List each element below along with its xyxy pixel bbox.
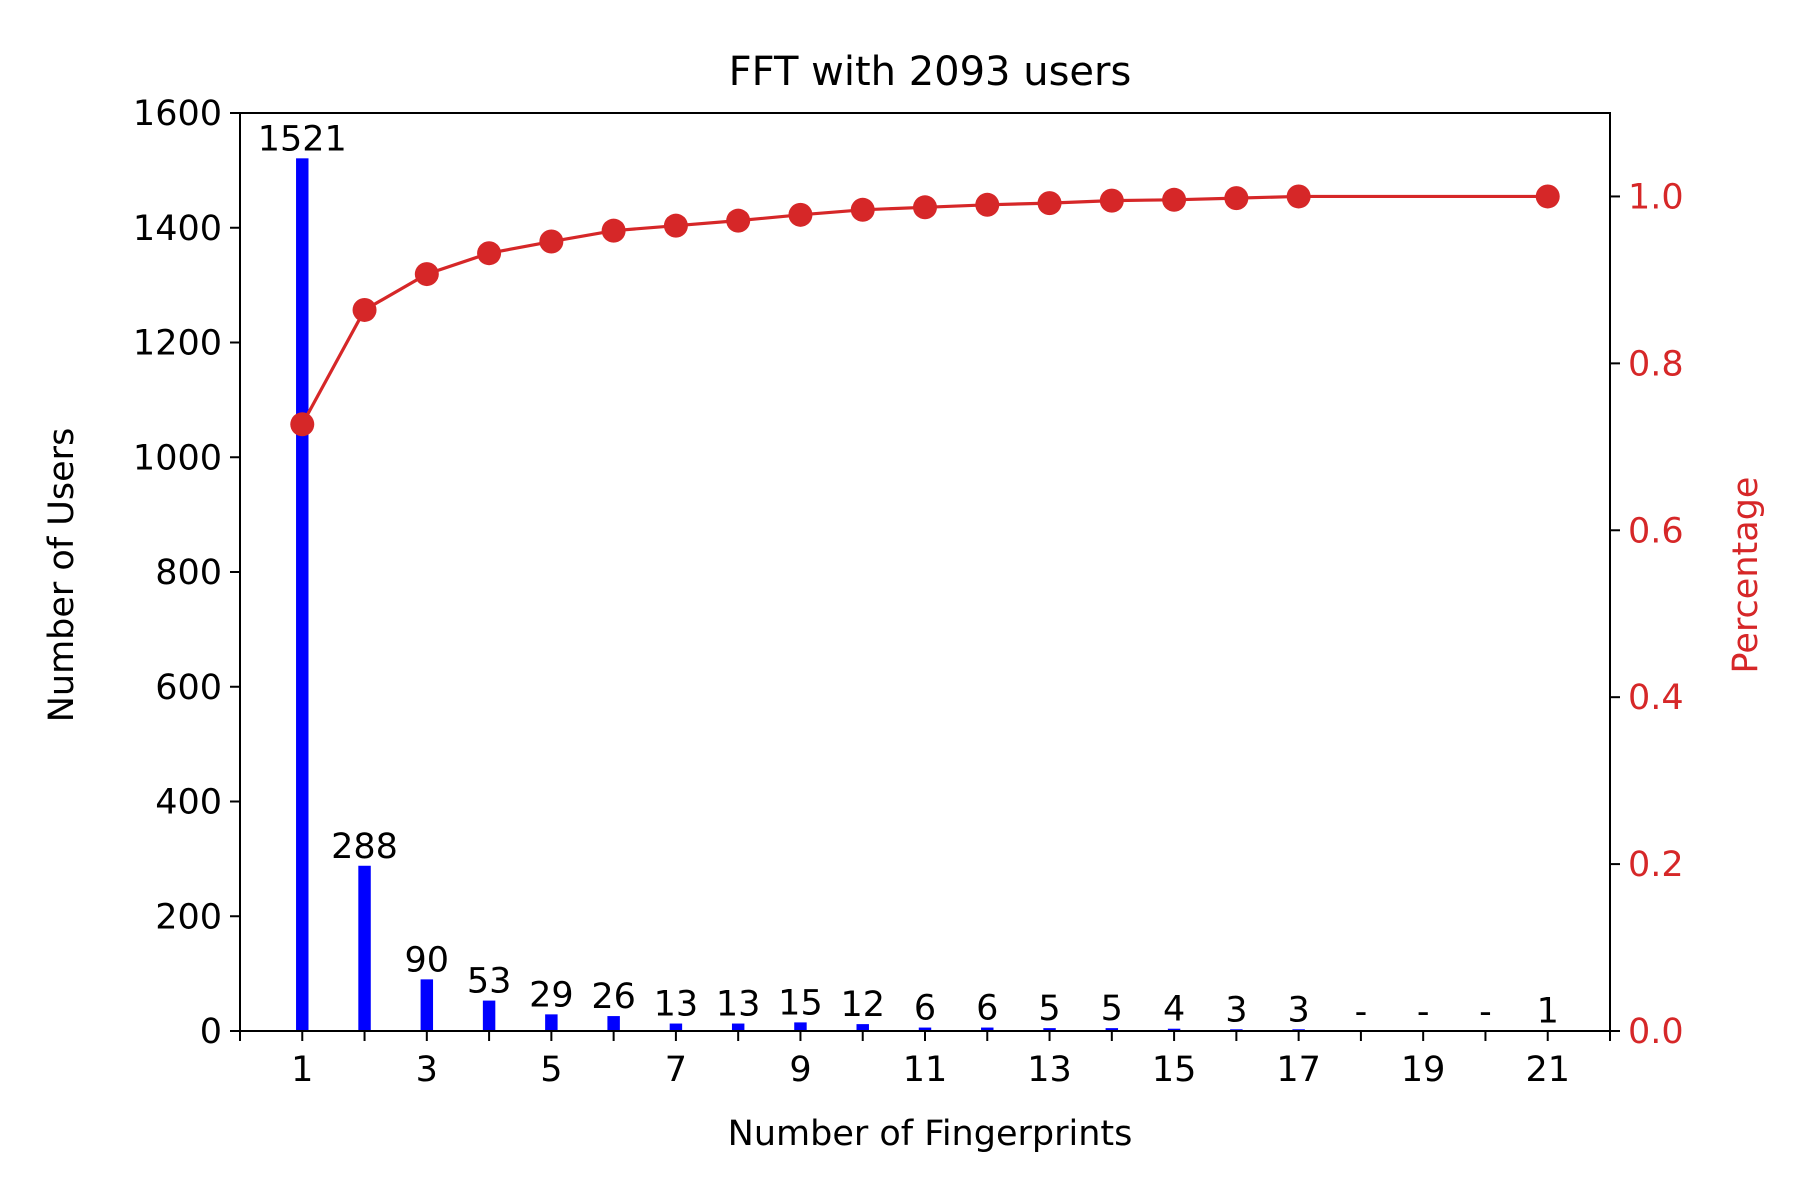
cumulative-point (1535, 184, 1560, 209)
cumulative-point (1099, 188, 1124, 213)
x-tick-label: 11 (903, 1050, 948, 1090)
bar-value-label: 90 (405, 940, 450, 980)
bar-value-label: 3 (1225, 990, 1247, 1030)
bar-value-label: 3 (1287, 990, 1309, 1030)
y2-tick-label: 0.6 (1628, 511, 1684, 551)
cumulative-point (1037, 191, 1062, 216)
y2-axis-label: Percentage (1726, 477, 1766, 674)
plot-frame (239, 112, 1611, 1032)
cumulative-point (414, 262, 439, 287)
bar-value-label: 12 (840, 985, 885, 1025)
bar-value-label: - (1479, 992, 1492, 1032)
bar (420, 979, 434, 1031)
bar-value-label: 1 (1537, 991, 1559, 1031)
x-tick-label: 7 (665, 1050, 687, 1090)
x-tick-label: 17 (1276, 1050, 1321, 1090)
bar (1043, 1028, 1056, 1031)
bar-value-label: - (1417, 992, 1430, 1032)
bar (296, 158, 309, 1032)
bar-value-label: 6 (976, 989, 998, 1029)
y-tick-label: 600 (155, 668, 222, 708)
y-tick-label: 1000 (133, 438, 222, 478)
bar-value-label: 288 (331, 827, 398, 867)
y-tick-label: 0 (200, 1012, 222, 1052)
bar-value-label: 15 (778, 983, 823, 1023)
chart-title: FFT with 2093 users (729, 49, 1132, 95)
bar (856, 1024, 869, 1031)
y-tick-label: 800 (155, 553, 222, 593)
cumulative-point (850, 197, 875, 222)
cumulative-point (663, 213, 688, 238)
bar-value-label: 6 (914, 989, 936, 1029)
bar (918, 1027, 932, 1031)
bar-value-label: 26 (591, 977, 636, 1017)
bar (669, 1023, 683, 1031)
bar-value-label: 29 (529, 975, 574, 1015)
cumulative-point (913, 195, 937, 220)
cumulative-point (1286, 184, 1311, 209)
bar (981, 1027, 994, 1031)
bar (731, 1023, 745, 1031)
cumulative-point (1224, 186, 1249, 211)
x-tick-label: 5 (540, 1050, 562, 1090)
y2-tick-label: 1.0 (1628, 177, 1684, 217)
y2-tick-label: 0.2 (1628, 845, 1684, 885)
x-axis-label: Number of Fingerprints (728, 1114, 1133, 1154)
y2-tick-label: 0.8 (1628, 344, 1684, 384)
cumulative-point (975, 192, 1000, 217)
x-tick-label: 19 (1401, 1050, 1446, 1090)
y-tick-label: 400 (155, 783, 222, 823)
cumulative-point (539, 229, 564, 254)
cumulative-point (352, 297, 377, 322)
bar-value-label: 13 (716, 985, 761, 1025)
cumulative-point (601, 218, 626, 243)
x-tick-label: 15 (1152, 1050, 1197, 1090)
bar-value-label: 1521 (258, 119, 347, 159)
x-tick-label: 21 (1525, 1050, 1570, 1090)
bar-value-label: 4 (1163, 990, 1185, 1030)
bar-value-label: 5 (1038, 989, 1060, 1029)
y-tick-label: 1200 (133, 324, 222, 364)
x-tick-label: 9 (789, 1050, 811, 1090)
cumulative-point (290, 412, 315, 437)
bar (794, 1022, 807, 1031)
bar-value-label: 13 (654, 985, 699, 1025)
x-tick-label: 3 (416, 1050, 438, 1090)
x-tick-label: 13 (1027, 1050, 1072, 1090)
bar (1167, 1028, 1181, 1031)
cumulative-point (726, 208, 751, 233)
y-tick-label: 1400 (133, 209, 222, 249)
bar (358, 865, 371, 1031)
bar-value-label: - (1355, 992, 1368, 1032)
bar-value-label: 5 (1101, 989, 1123, 1029)
x-tick-label: 1 (291, 1050, 313, 1090)
cumulative-point (477, 241, 502, 266)
y-tick-label: 200 (155, 897, 222, 937)
bar (482, 1000, 496, 1031)
bar-value-label: 53 (467, 962, 512, 1002)
cumulative-point (788, 202, 813, 227)
cumulative-line (300, 194, 1548, 426)
y2-tick-label: 0.0 (1628, 1012, 1684, 1052)
y-tick-label: 1600 (133, 94, 222, 134)
bar (1105, 1028, 1119, 1031)
bar (607, 1016, 620, 1031)
cumulative-point (1162, 187, 1187, 212)
y-axis-label: Number of Users (42, 428, 82, 723)
y2-tick-label: 0.4 (1628, 678, 1684, 718)
bar (545, 1014, 558, 1031)
